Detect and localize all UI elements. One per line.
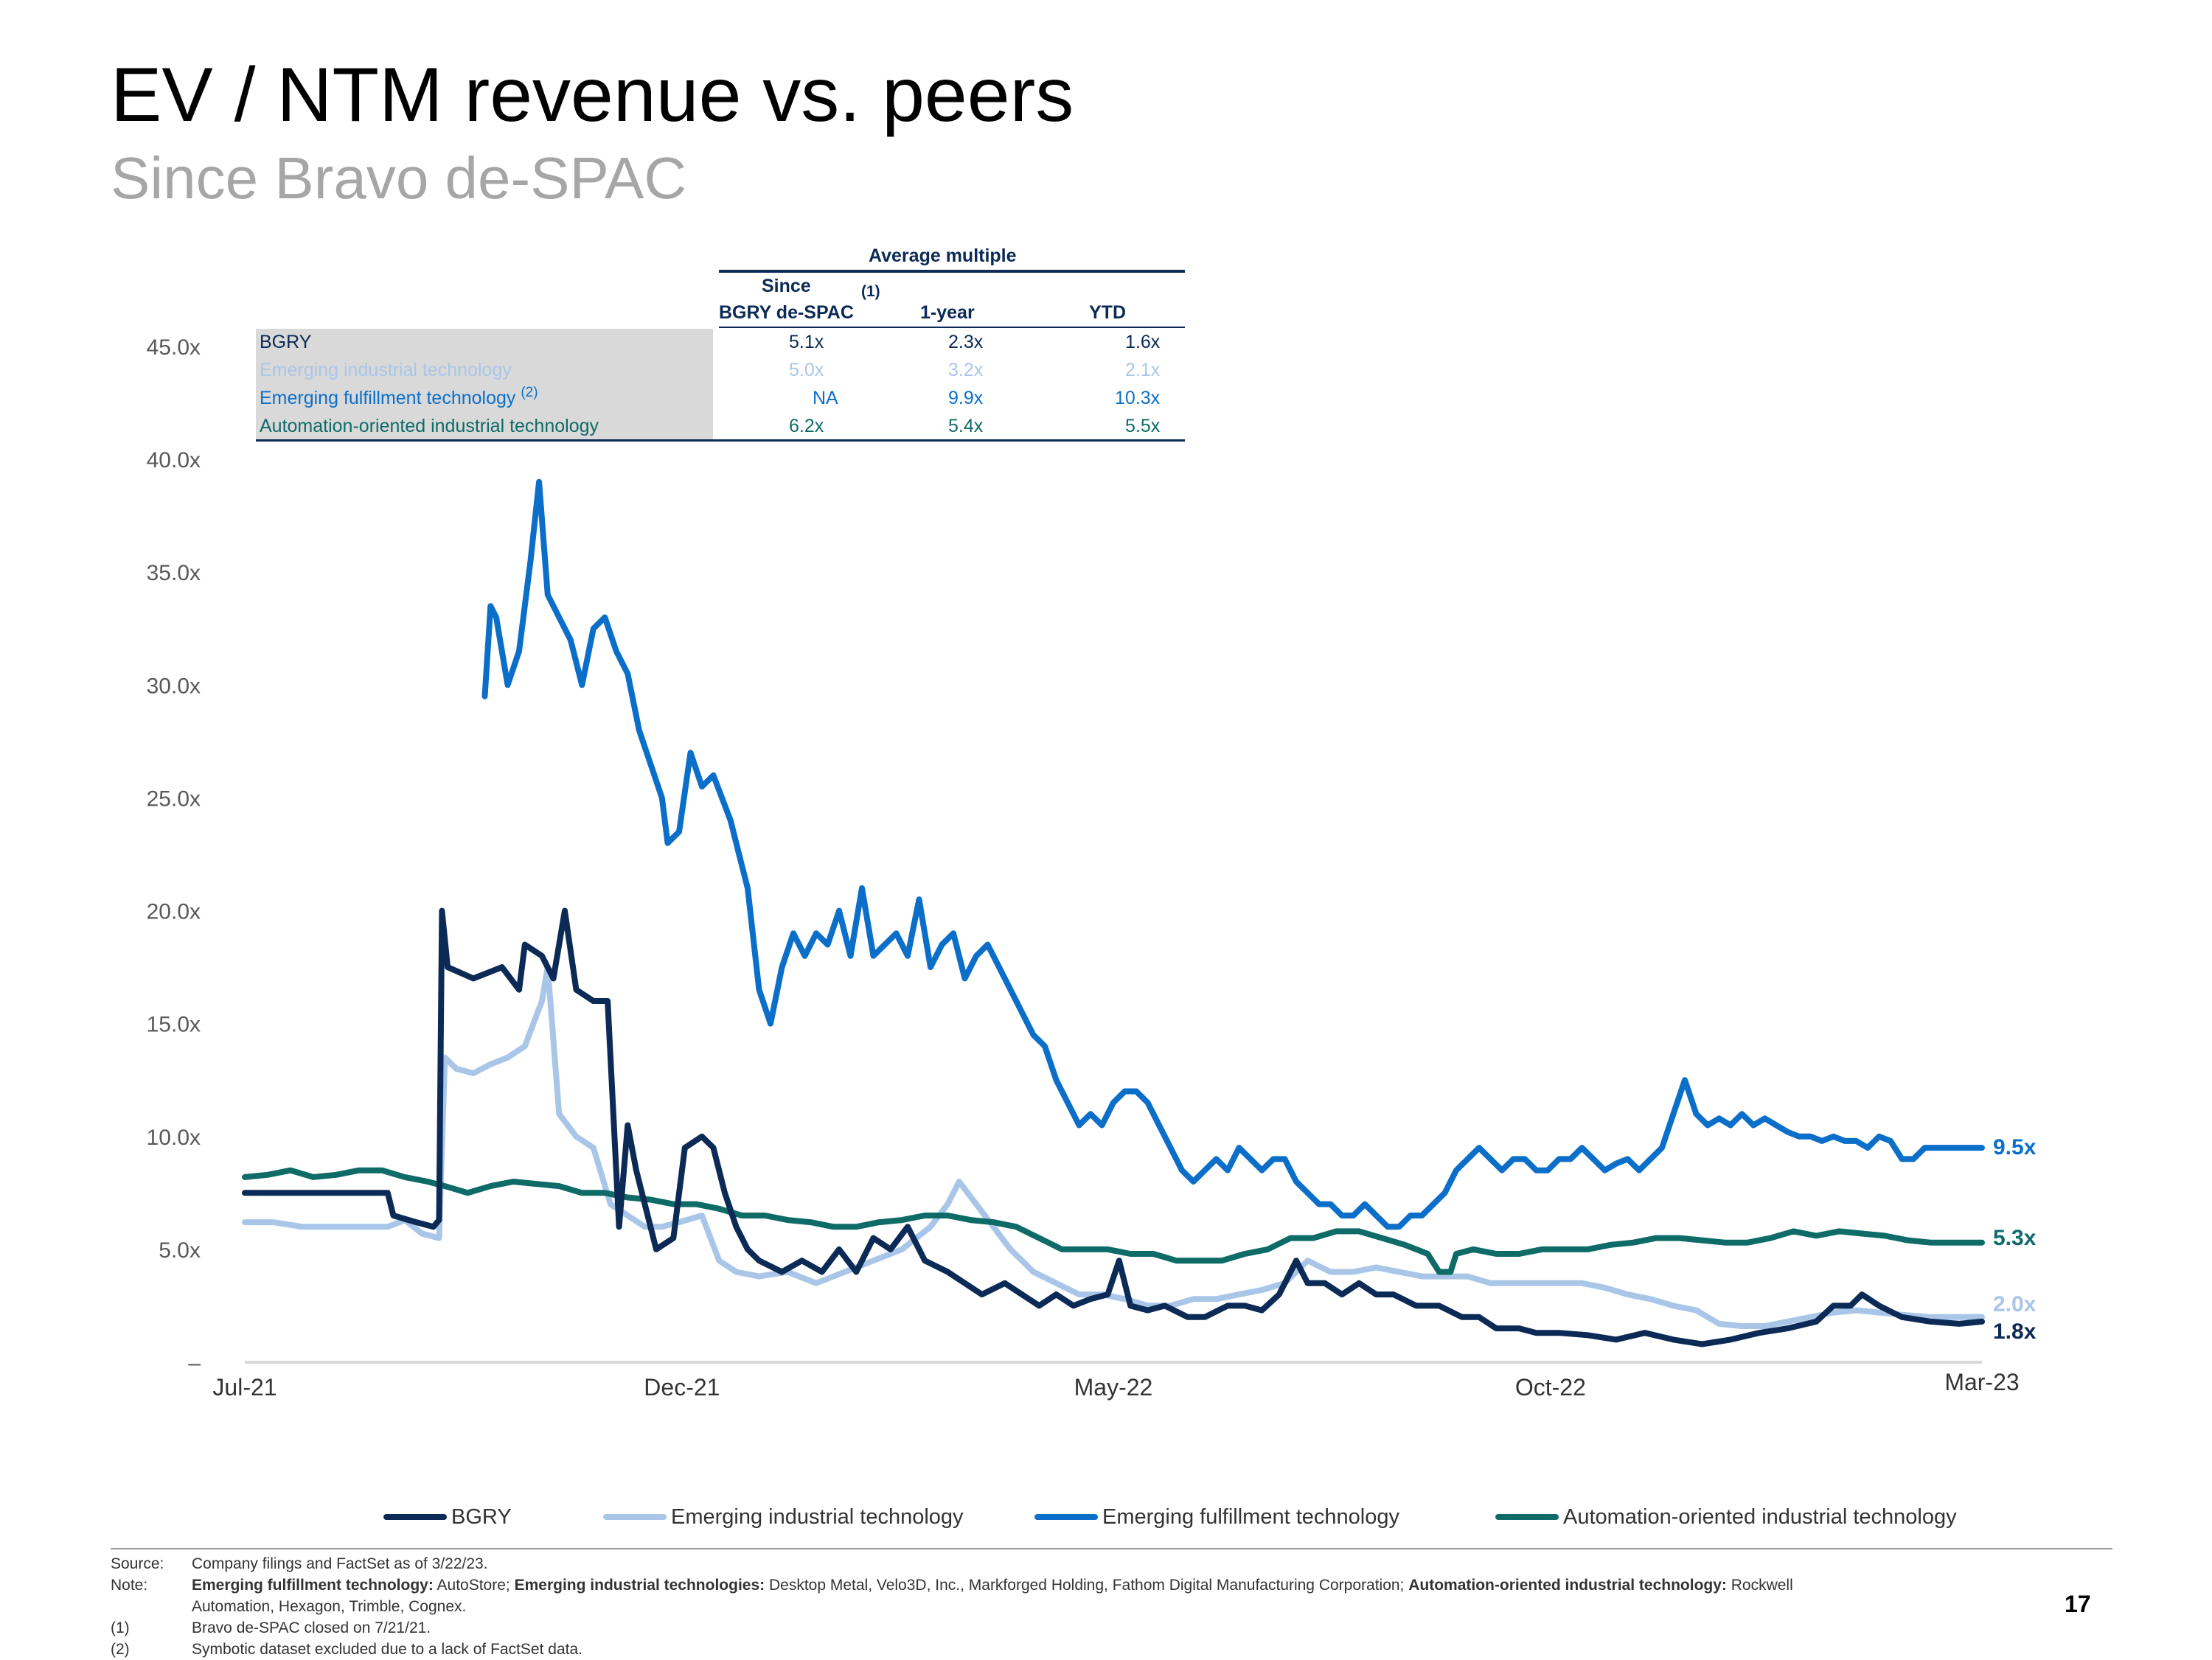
legend-label: Automation-oriented industrial technolog…: [1563, 1504, 1957, 1529]
series-line-emerging-industrial-technology: [242, 964, 1985, 1329]
note-part: AutoStore;: [433, 1577, 515, 1594]
col-header-since: Since: [762, 276, 811, 296]
table-header-rule: [719, 327, 1185, 328]
legend-item-emerging-industrial: Emerging industrial technology: [603, 1502, 964, 1532]
x-axis: Jul-21 Dec-21 May-22 Oct-22 Mar-23: [212, 1361, 2020, 1401]
x-tick-label: Mar-23: [1944, 1369, 2019, 1395]
table-label-shade: [256, 329, 713, 439]
y-tick-label: 30.0x: [147, 674, 201, 698]
line-chart: – 5.0x 10.0x 15.0x 20.0x 25.0x 30.0x 35.0x 40.0x…: [147, 335, 2020, 1401]
col-header-ytd: YTD: [1089, 302, 1126, 323]
footnotes: Source: Company filings and FactSet as o…: [111, 1553, 1814, 1660]
row-label-bgry: BGRY: [260, 332, 312, 352]
cell-aoit-1-year: 5.4x: [948, 416, 984, 436]
table-bottom-rule: [256, 439, 1185, 442]
row-footnote-2: (2): [521, 385, 538, 400]
cell-bgry-1-year: 2.3x: [948, 332, 984, 352]
legend-swatch-automation-oriented: [1495, 1514, 1559, 1520]
y-tick-label: 5.0x: [159, 1238, 201, 1263]
col-header-since-line2: BGRY de-SPAC: [719, 302, 854, 323]
footnote-source: Source: Company filings and FactSet as o…: [111, 1555, 488, 1572]
cell-bgry-ytd: 1.6x: [1125, 332, 1161, 352]
y-tick-label: 15.0x: [147, 1013, 201, 1037]
cell-eit-1-year: 3.2x: [948, 360, 984, 380]
cell-bgry-since: 5.1x: [789, 332, 824, 352]
footnote-note: Note: Emerging fulfillment technology: A…: [111, 1574, 1814, 1617]
end-label-automation-oriented: 5.3x: [1993, 1226, 2037, 1250]
y-tick-label: 20.0x: [147, 900, 201, 924]
y-tick-label: 35.0x: [147, 561, 201, 585]
footnote-divider: [111, 1548, 2112, 1549]
y-tick-label: 40.0x: [147, 448, 201, 472]
end-label-bgry: 1.8x: [1993, 1319, 2037, 1344]
end-label-emerging-fulfillment: 9.5x: [1993, 1135, 2037, 1159]
x-tick-label: May-22: [1074, 1374, 1153, 1401]
y-tick-label: –: [188, 1351, 201, 1375]
row-label-emerging-fulfillment: Emerging fulfillment technology (2): [260, 385, 538, 408]
note-part: Emerging fulfillment technology:: [192, 1577, 434, 1594]
y-axis-ticks: – 5.0x 10.0x 15.0x 20.0x 25.0x 30.0x 35.0x 40.0x…: [147, 335, 201, 1375]
cell-eft-ytd: 10.3x: [1115, 388, 1161, 408]
table-group-header: Average multiple: [869, 245, 1017, 266]
note-part: Emerging industrial technologies:: [514, 1577, 765, 1594]
legend-item-emerging-fulfillment: Emerging fulfillment technology: [1034, 1502, 1399, 1532]
legend-swatch-emerging-fulfillment: [1034, 1514, 1098, 1520]
cell-aoit-since: 6.2x: [789, 416, 824, 436]
row-label-automation-oriented: Automation-oriented industrial technolog…: [260, 416, 599, 436]
x-tick-label: Jul-21: [212, 1374, 276, 1401]
footnote-note-text: Emerging fulfillment technology: AutoSto…: [192, 1574, 1814, 1617]
y-tick-label: 25.0x: [147, 787, 201, 811]
legend-swatch-emerging-industrial: [603, 1514, 667, 1520]
cell-eit-ytd: 2.1x: [1125, 360, 1161, 380]
cell-eft-since: NA: [813, 388, 838, 408]
cell-eft-1-year: 9.9x: [948, 388, 984, 408]
series-line-bgry: [242, 907, 1985, 1347]
legend-item-automation-oriented: Automation-oriented industrial technolog…: [1495, 1502, 1957, 1532]
legend-label: Emerging fulfillment technology: [1102, 1504, 1399, 1529]
col-header-footnote: (1): [861, 283, 880, 300]
end-label-emerging-industrial: 2.0x: [1993, 1292, 2037, 1317]
series-line-automation-oriented-industrial-technology: [242, 1167, 1985, 1275]
note-part: Desktop Metal, Velo3D, Inc., Markforged …: [765, 1577, 1409, 1594]
legend-item-bgry: BGRY: [383, 1502, 512, 1532]
note-part: Rockwell Automation, Hexagon, Trimble, C…: [192, 1577, 1793, 1615]
legend-swatch-bgry: [383, 1514, 447, 1520]
legend-label: Emerging industrial technology: [671, 1504, 964, 1529]
legend-label: BGRY: [451, 1504, 512, 1529]
y-tick-label: 45.0x: [147, 335, 201, 360]
table-top-rule: [719, 270, 1185, 273]
series-line-emerging-fulfillment-technology: [481, 478, 1985, 1230]
x-tick-label: Oct-22: [1515, 1374, 1586, 1401]
page-number: 17: [2065, 1591, 2091, 1617]
footnote-1: (1) Bravo de-SPAC closed on 7/21/21.: [111, 1619, 431, 1636]
footnote-2: (2) Symbotic dataset excluded due to a l…: [111, 1641, 582, 1658]
col-header-1-year: 1-year: [920, 302, 975, 323]
row-label-emerging-industrial: Emerging industrial technology: [260, 360, 512, 380]
page-subtitle: Since Bravo de-SPAC: [111, 145, 687, 211]
note-part: Automation-oriented industrial technolog…: [1408, 1577, 1727, 1594]
x-tick-label: Dec-21: [644, 1374, 720, 1401]
y-tick-label: 10.0x: [147, 1126, 201, 1150]
cell-eit-since: 5.0x: [789, 360, 824, 380]
page-title: EV / NTM revenue vs. peers: [111, 52, 1074, 138]
cell-aoit-ytd: 5.5x: [1125, 416, 1161, 436]
series-lines: [242, 478, 1985, 1347]
